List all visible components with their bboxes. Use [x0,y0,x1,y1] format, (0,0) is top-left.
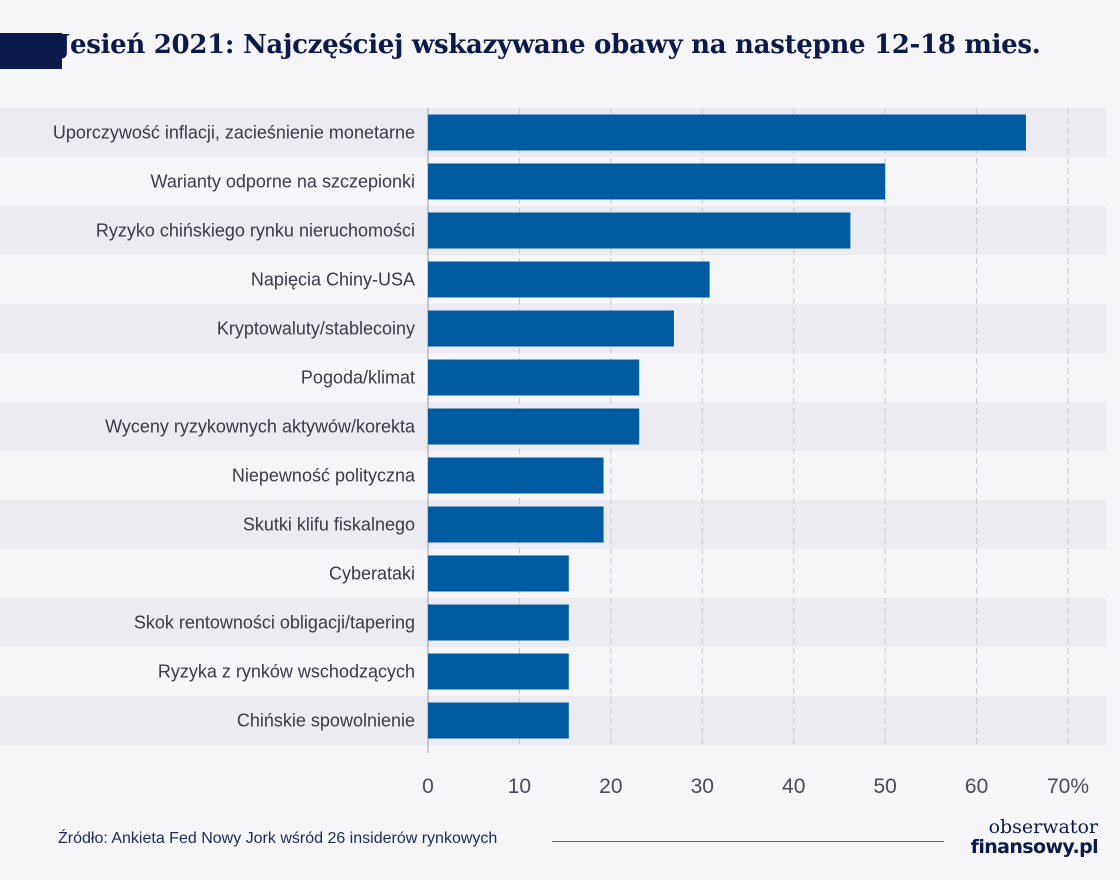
category-label: Kryptowaluty/stablecoiny [217,319,415,339]
bar [428,163,886,200]
title-accent-bar [0,33,62,69]
bar-chart: Uporczywość inflacji, zacieśnienie monet… [0,108,1106,798]
source-note: Źródło: Ankieta Fed Nowy Jork wśród 26 i… [58,830,498,847]
x-tick-label: 50 [873,775,896,798]
category-label: Napięcia Chiny-USA [251,270,415,290]
bar [428,359,640,396]
bar [428,506,604,543]
category-label: Wyceny ryzykownych aktywów/korekta [105,417,416,437]
logo-line-2: finansowy.pl [970,836,1099,858]
x-tick-label: 60 [965,775,988,798]
category-label: Ryzyka z rynków wschodzących [158,662,415,682]
footer-divider [552,841,944,842]
logo-line-1: obserwator [988,816,1098,838]
category-label: Skok rentowności obligacji/tapering [134,613,415,633]
category-label: Skutki klifu fiskalnego [243,515,415,535]
x-tick-label: 30 [691,775,714,798]
x-tick-label: 10 [508,775,531,798]
category-label: Uporczywość inflacji, zacieśnienie monet… [53,123,415,143]
x-tick-label: 70% [1047,775,1089,798]
category-label: Warianty odporne na szczepionki [151,172,415,192]
category-label: Chińskie spowolnienie [237,711,415,731]
category-label: Ryzyko chińskiego rynku nieruchomości [96,221,415,241]
bar [428,310,674,347]
category-label: Pogoda/klimat [301,368,415,388]
bar [428,114,1026,151]
x-tick-label: 0 [422,775,434,798]
x-tick-label: 40 [782,775,805,798]
bar [428,555,569,592]
x-tick-label: 20 [599,775,622,798]
bar [428,604,569,641]
bar [428,457,604,494]
bar [428,653,569,690]
chart-title: Jesień 2021: Najczęściej wskazywane obaw… [58,30,1041,60]
bar [428,702,569,739]
brand-logo: obserwator finansowy.pl [948,816,1099,858]
category-label: Niepewność polityczna [232,466,416,486]
category-label: Cyberataki [329,564,415,584]
bar [428,212,851,249]
bar [428,408,640,445]
bar [428,261,710,298]
